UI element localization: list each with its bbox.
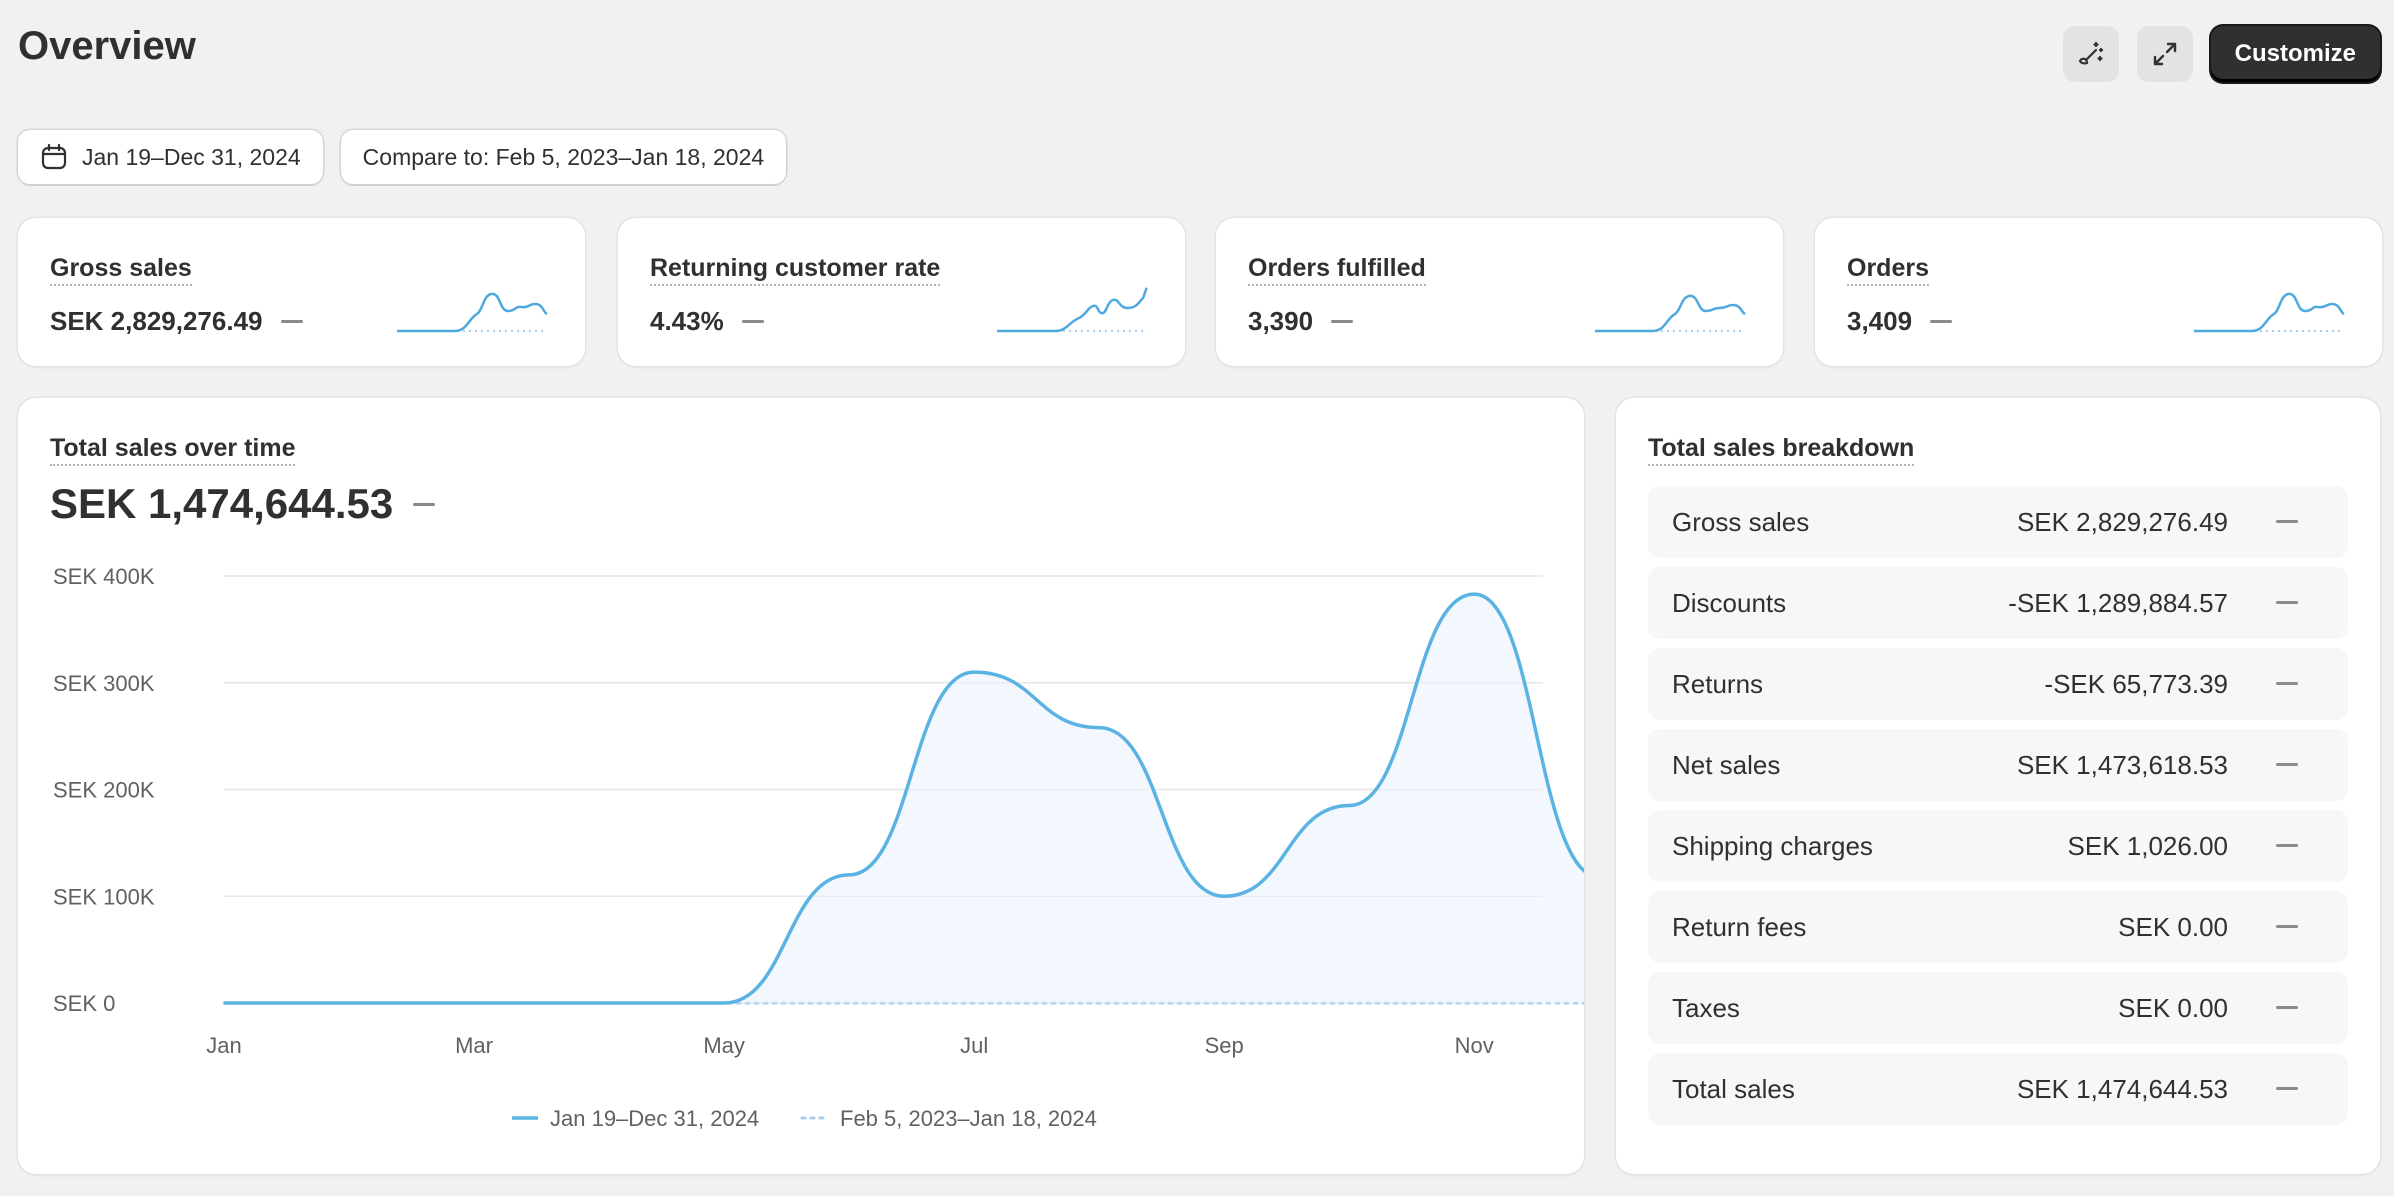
kpi-card-gross-sales[interactable]: Gross sales SEK 2,829,276.49 [18, 218, 585, 366]
breakdown-value: -SEK 65,773.39 [2044, 668, 2228, 699]
compare-picker[interactable]: Compare to: Feb 5, 2023–Jan 18, 2024 [340, 130, 787, 184]
expand-arrows-icon [2153, 42, 2176, 66]
breakdown-value: SEK 0.00 [2118, 992, 2228, 1023]
breakdown-row[interactable]: Discounts -SEK 1,289,884.57 [1648, 567, 2348, 639]
breakdown-value: SEK 1,473,618.53 [2016, 749, 2228, 780]
sales-over-time-card: Total sales over time SEK 1,474,644.53 S… [18, 398, 1584, 1174]
breakdown-row[interactable]: Shipping charges SEK 1,026.00 [1648, 810, 2348, 882]
no-change-dash [2276, 925, 2298, 928]
breakdown-row[interactable]: Return fees SEK 0.00 [1648, 891, 2348, 963]
breakdown-label: Taxes [1672, 992, 1740, 1023]
x-tick-label: Jan [206, 1033, 241, 1058]
x-tick-label: Jul [960, 1033, 988, 1058]
kpi-value-row: 3,390 [1248, 306, 1354, 337]
no-change-dash [1331, 320, 1354, 323]
y-tick-label: SEK 100K [53, 884, 155, 909]
legend-label-current: Jan 19–Dec 31, 2024 [550, 1106, 759, 1131]
breakdown-label: Total sales [1672, 1073, 1795, 1104]
y-tick-label: SEK 300K [53, 671, 155, 696]
no-change-dash [2276, 1006, 2298, 1009]
no-change-dash [1930, 320, 1953, 323]
no-change-dash [2276, 682, 2298, 685]
breakdown-value: SEK 0.00 [2118, 911, 2228, 942]
y-tick-label: SEK 400K [53, 564, 155, 589]
x-tick-label: Nov [1455, 1033, 1494, 1058]
page-title: Overview [18, 24, 196, 68]
sales-breakdown-card: Total sales breakdown Gross sales SEK 2,… [1616, 398, 2380, 1174]
no-change-dash [2276, 520, 2298, 523]
sales-area-chart[interactable]: SEK 0 SEK 100K SEK 200K SEK 300K SEK 400K Jan… [18, 398, 1584, 1174]
kpi-value-row: SEK 2,829,276.49 [50, 306, 303, 337]
y-tick-label: SEK 200K [53, 778, 155, 803]
breakdown-label: Gross sales [1672, 506, 1810, 537]
kpi-value: 3,390 [1248, 306, 1314, 336]
breakdown-title[interactable]: Total sales breakdown [1648, 434, 1915, 466]
no-change-dash [741, 320, 764, 323]
series-line-current [224, 592, 1584, 1005]
y-tick-label: SEK 0 [53, 991, 115, 1016]
kpi-title[interactable]: Orders fulfilled [1248, 254, 1426, 286]
breakdown-label: Return fees [1672, 911, 1807, 942]
breakdown-row[interactable]: Total sales SEK 1,474,644.53 [1648, 1053, 2348, 1125]
breakdown-row[interactable]: Returns -SEK 65,773.39 [1648, 648, 2348, 720]
kpi-title[interactable]: Gross sales [50, 254, 192, 286]
filter-bar: Jan 19–Dec 31, 2024 Compare to: Feb 5, 2… [18, 130, 787, 184]
sparkline [1595, 294, 1746, 333]
kpi-value: SEK 2,829,276.49 [50, 306, 263, 336]
x-tick-label: May [703, 1033, 745, 1058]
customize-button[interactable]: Customize [2210, 26, 2380, 82]
no-change-dash [2276, 601, 2298, 604]
breakdown-label: Returns [1672, 668, 1764, 699]
chart-title[interactable]: Total sales over time [50, 434, 296, 466]
breakdown-row[interactable]: Taxes SEK 0.00 [1648, 972, 2348, 1044]
breakdown-value: SEK 1,026.00 [2067, 830, 2228, 861]
x-tick-label: Sep [1205, 1033, 1244, 1058]
no-change-dash [413, 502, 436, 506]
breakdown-row[interactable]: Net sales SEK 1,473,618.53 [1648, 729, 2348, 801]
chart-total-row: SEK 1,474,644.53 [50, 480, 436, 528]
no-change-dash [2276, 844, 2298, 847]
date-range-label: Jan 19–Dec 31, 2024 [82, 143, 301, 170]
expand-button[interactable] [2136, 26, 2193, 82]
kpi-value-row: 3,409 [1847, 306, 1953, 337]
sparkline [2194, 292, 2345, 333]
kpi-title[interactable]: Returning customer rate [650, 254, 941, 286]
breakdown-value: -SEK 1,289,884.57 [2008, 587, 2228, 618]
chart-total-value: SEK 1,474,644.53 [50, 480, 394, 527]
kpi-value: 4.43% [650, 306, 724, 336]
x-tick-label: Mar [455, 1033, 493, 1058]
kpi-card-orders-fulfilled[interactable]: Orders fulfilled 3,390 [1216, 218, 1783, 366]
no-change-dash [2276, 763, 2298, 766]
sparkline [397, 292, 548, 333]
breakdown-value: SEK 2,829,276.49 [2016, 506, 2228, 537]
kpi-card-returning-customer-rate[interactable]: Returning customer rate 4.43% [618, 218, 1185, 366]
date-range-picker[interactable]: Jan 19–Dec 31, 2024 [18, 130, 323, 184]
breakdown-label: Discounts [1672, 587, 1787, 618]
breakdown-label: Net sales [1672, 749, 1781, 780]
breakdown-value: SEK 1,474,644.53 [2016, 1073, 2228, 1104]
no-change-dash [280, 320, 303, 323]
sparkline [997, 287, 1148, 333]
breakdown-row[interactable]: Gross sales SEK 2,829,276.49 [1648, 486, 2348, 558]
calendar-icon [41, 143, 67, 170]
magic-button[interactable] [2062, 26, 2119, 82]
header-actions: Customize [2062, 26, 2380, 82]
kpi-card-orders[interactable]: Orders 3,409 [1815, 218, 2382, 366]
no-change-dash [2276, 1087, 2298, 1090]
compare-label: Compare to: Feb 5, 2023–Jan 18, 2024 [362, 143, 765, 170]
kpi-value: 3,409 [1847, 306, 1913, 336]
kpi-value-row: 4.43% [650, 306, 764, 337]
kpi-title[interactable]: Orders [1847, 254, 1929, 286]
breakdown-label: Shipping charges [1672, 830, 1873, 861]
sparkle-brush-icon [2078, 41, 2103, 65]
legend-label-comparison: Feb 5, 2023–Jan 18, 2024 [840, 1106, 1097, 1131]
